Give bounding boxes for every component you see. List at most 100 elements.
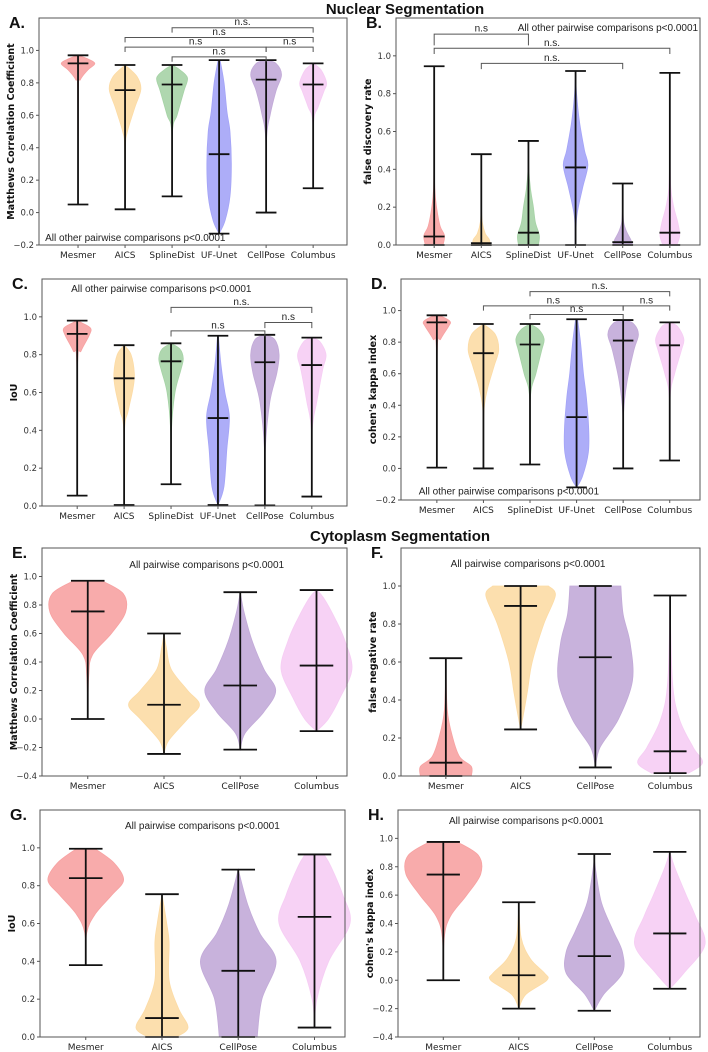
y-tick-label: 0.8 [379,863,393,873]
x-tick-label: Mesmer [425,1043,461,1052]
y-tick-label: 1.0 [23,313,37,323]
x-tick-label: CellPose [577,782,615,792]
y-tick-label: 0.4 [377,165,391,175]
x-tick-label: CellPose [247,251,285,261]
pairwise-comparison-note: All other pairwise comparisons p<0.0001 [518,23,699,34]
significance-bracket [170,306,313,314]
y-tick-label: 1.0 [382,582,396,592]
y-tick-label: 1.0 [377,52,391,62]
x-tick-label: Columbus [292,1043,337,1052]
y-tick-label: −0.2 [372,1005,393,1015]
x-tick-label: Mesmer [428,782,464,792]
x-tick-label: AICS [152,1043,173,1052]
y-axis-label: Matthews Correlation Coefficient [9,573,20,750]
y-tick-label: 0.2 [379,948,393,958]
y-tick-label: −0.4 [16,772,37,782]
significance-bracket [433,33,529,46]
y-axis-label: cohen's kappa index [368,335,379,444]
y-axis-label: IoU [9,384,20,402]
significance-label: n.s [640,295,653,306]
y-tick-label: 0.8 [21,882,35,892]
y-tick-label: 0.0 [382,464,396,474]
y-tick-label: 0.0 [21,1033,35,1043]
x-tick-label: CellPose [575,1043,613,1052]
y-tick-label: 0.6 [21,920,35,930]
pairwise-comparison-note: All other pairwise comparisons p<0.0001 [419,486,600,497]
y-tick-label: −0.2 [375,496,396,506]
y-tick-label: 0.2 [382,433,396,443]
y-tick-label: 0.2 [23,464,37,474]
y-tick-label: −0.2 [16,744,37,754]
significance-bracket [622,305,671,311]
significance-label: n.s [547,295,560,306]
x-tick-label: Columbus [647,506,692,516]
x-tick-label: CellPose [221,782,259,792]
y-tick-label: 0.4 [382,696,396,706]
significance-label: n.s [570,304,583,315]
x-tick-label: Columbus [289,512,334,522]
x-tick-label: Mesmer [416,251,452,261]
y-tick-label: 0.4 [21,957,35,967]
axes-frame [400,278,701,501]
significance-label: n.s [212,27,225,38]
y-tick-label: 0.6 [379,891,393,901]
panel-letter: C. [12,276,28,293]
y-tick-label: 0.6 [377,128,391,138]
panel-g: 0.0 0.2 0.4 0.6 0.8 1.0 Mesmer AICS CellPose Colu… [7,807,351,1052]
y-tick-label: 0.8 [23,601,37,611]
x-tick-label: Columbus [294,782,339,792]
significance-bracket [124,46,267,53]
panel-letter: F. [371,545,383,562]
y-tick-label: 0.8 [382,620,396,630]
x-tick-label: AICS [510,782,531,792]
axes-frame [38,17,348,246]
x-tick-label: AICS [115,251,136,261]
y-tick-label: 0.4 [20,144,34,154]
x-tick-label: CellPose [604,506,642,516]
y-tick-label: 0.8 [20,79,34,89]
y-tick-label: 1.0 [379,834,393,844]
y-tick-label: 0.8 [377,90,391,100]
pairwise-comparison-note: All pairwise comparisons p<0.0001 [451,559,606,570]
significance-label: n.s [189,37,202,48]
x-tick-label: AICS [508,1043,529,1052]
y-tick-label: 0.6 [382,658,396,668]
y-tick-label: 1.0 [20,46,34,56]
significance-bracket [170,330,266,337]
panel-letter: A. [9,15,25,32]
y-tick-label: 0.6 [20,111,34,121]
x-tick-label: UF-Unet [557,251,594,261]
x-tick-label: CellPose [246,512,284,522]
y-tick-label: 0.0 [379,976,393,986]
panel-letter: H. [368,807,384,824]
x-tick-label: AICS [114,512,135,522]
panel-a: n.s. n.s n.s n.s n.s −0.2 0.0 0.2 0.4 0.6 0.8 1.0 Me… [6,15,348,261]
x-tick-label: UF-Unet [200,512,237,522]
pairwise-comparison-note: All other pairwise comparisons p<0.0001 [45,233,226,244]
significance-label: n.s. [592,281,608,292]
y-tick-label: 0.4 [382,401,396,411]
pairwise-comparison-note: All other pairwise comparisons p<0.0001 [71,284,252,295]
y-tick-label: 0.4 [23,426,37,436]
significance-label: n.s [283,37,296,48]
significance-label: n.s [212,46,225,57]
y-axis-label: IoU [7,915,18,933]
pairwise-comparison-note: All pairwise comparisons p<0.0001 [449,816,604,827]
y-tick-label: −0.2 [13,241,34,251]
significance-label: n.s [282,312,295,323]
significance-label: n.s [475,24,488,35]
panel-letter: G. [10,807,27,824]
significance-bracket [264,322,313,329]
panel-f: 0.0 0.2 0.4 0.6 0.8 1.0 Mesmer AICS CellPose Colu… [368,545,703,792]
x-tick-label: Mesmer [70,782,106,792]
panel-e: −0.4 −0.2 0.0 0.2 0.4 0.6 0.8 1.0 Mesmer AICS Cell… [9,545,353,792]
x-tick-label: Columbus [648,782,693,792]
significance-bracket [124,36,314,43]
y-axis-label: cohen's kappa index [365,869,376,978]
significance-bracket [265,46,314,53]
panel-b: n.s n.s. n.s. 0.0 0.2 0.4 0.6 0.8 1.0 Mesmer AICS S… [363,15,701,261]
y-tick-label: 0.0 [23,715,37,725]
x-tick-label: Columbus [647,251,692,261]
y-tick-label: 0.6 [23,630,37,640]
